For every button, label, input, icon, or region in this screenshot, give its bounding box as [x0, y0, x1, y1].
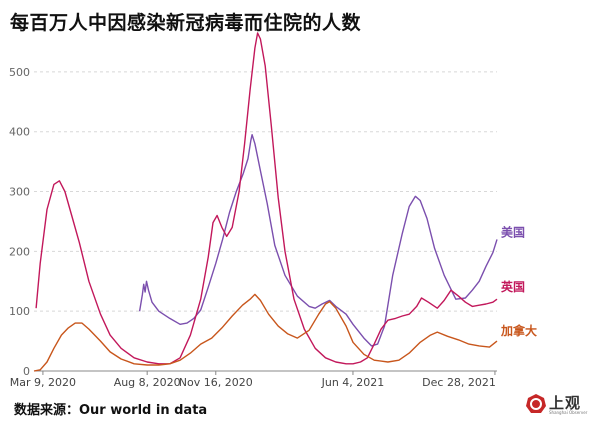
logo-emblem-icon	[526, 394, 546, 413]
x-tick-label: Nov 16, 2020	[179, 376, 253, 389]
y-tick-label: 400	[9, 126, 30, 139]
y-tick-label: 300	[9, 186, 30, 199]
y-tick-label: 0	[23, 365, 30, 378]
chart-title: 每百万人中因感染新冠病毒而住院的人数	[10, 12, 362, 34]
logo-text: 上观	[549, 394, 582, 412]
y-tick-label: 500	[9, 66, 30, 79]
x-tick-label: Jun 4, 2021	[321, 376, 385, 389]
series-label-us: 美国	[501, 224, 525, 239]
y-tick-label: 100	[9, 305, 30, 318]
x-tick-label: Dec 28, 2021	[422, 376, 496, 389]
grid-layer	[34, 71, 497, 312]
series-line-uk	[35, 32, 498, 365]
x-tick-label: Mar 9, 2020	[10, 376, 76, 389]
series-layer	[33, 32, 498, 372]
axis-layer: 0 100 200 300 400 500 Mar 9, 2020 Aug 8, 2020No…	[9, 66, 497, 389]
series-label-canada: 加拿大	[500, 323, 537, 338]
shanghai-observer-logo: 上观 Shanghai Observer	[525, 391, 593, 419]
data-source: 数据来源：Our world in data	[14, 403, 208, 418]
y-tick-label: 200	[9, 245, 30, 258]
x-tick-label: Aug 8, 2020	[114, 376, 181, 389]
series-label-uk: 英国	[501, 279, 525, 294]
logo-subtext: Shanghai Observer	[549, 410, 588, 415]
series-line-canada	[33, 293, 498, 372]
